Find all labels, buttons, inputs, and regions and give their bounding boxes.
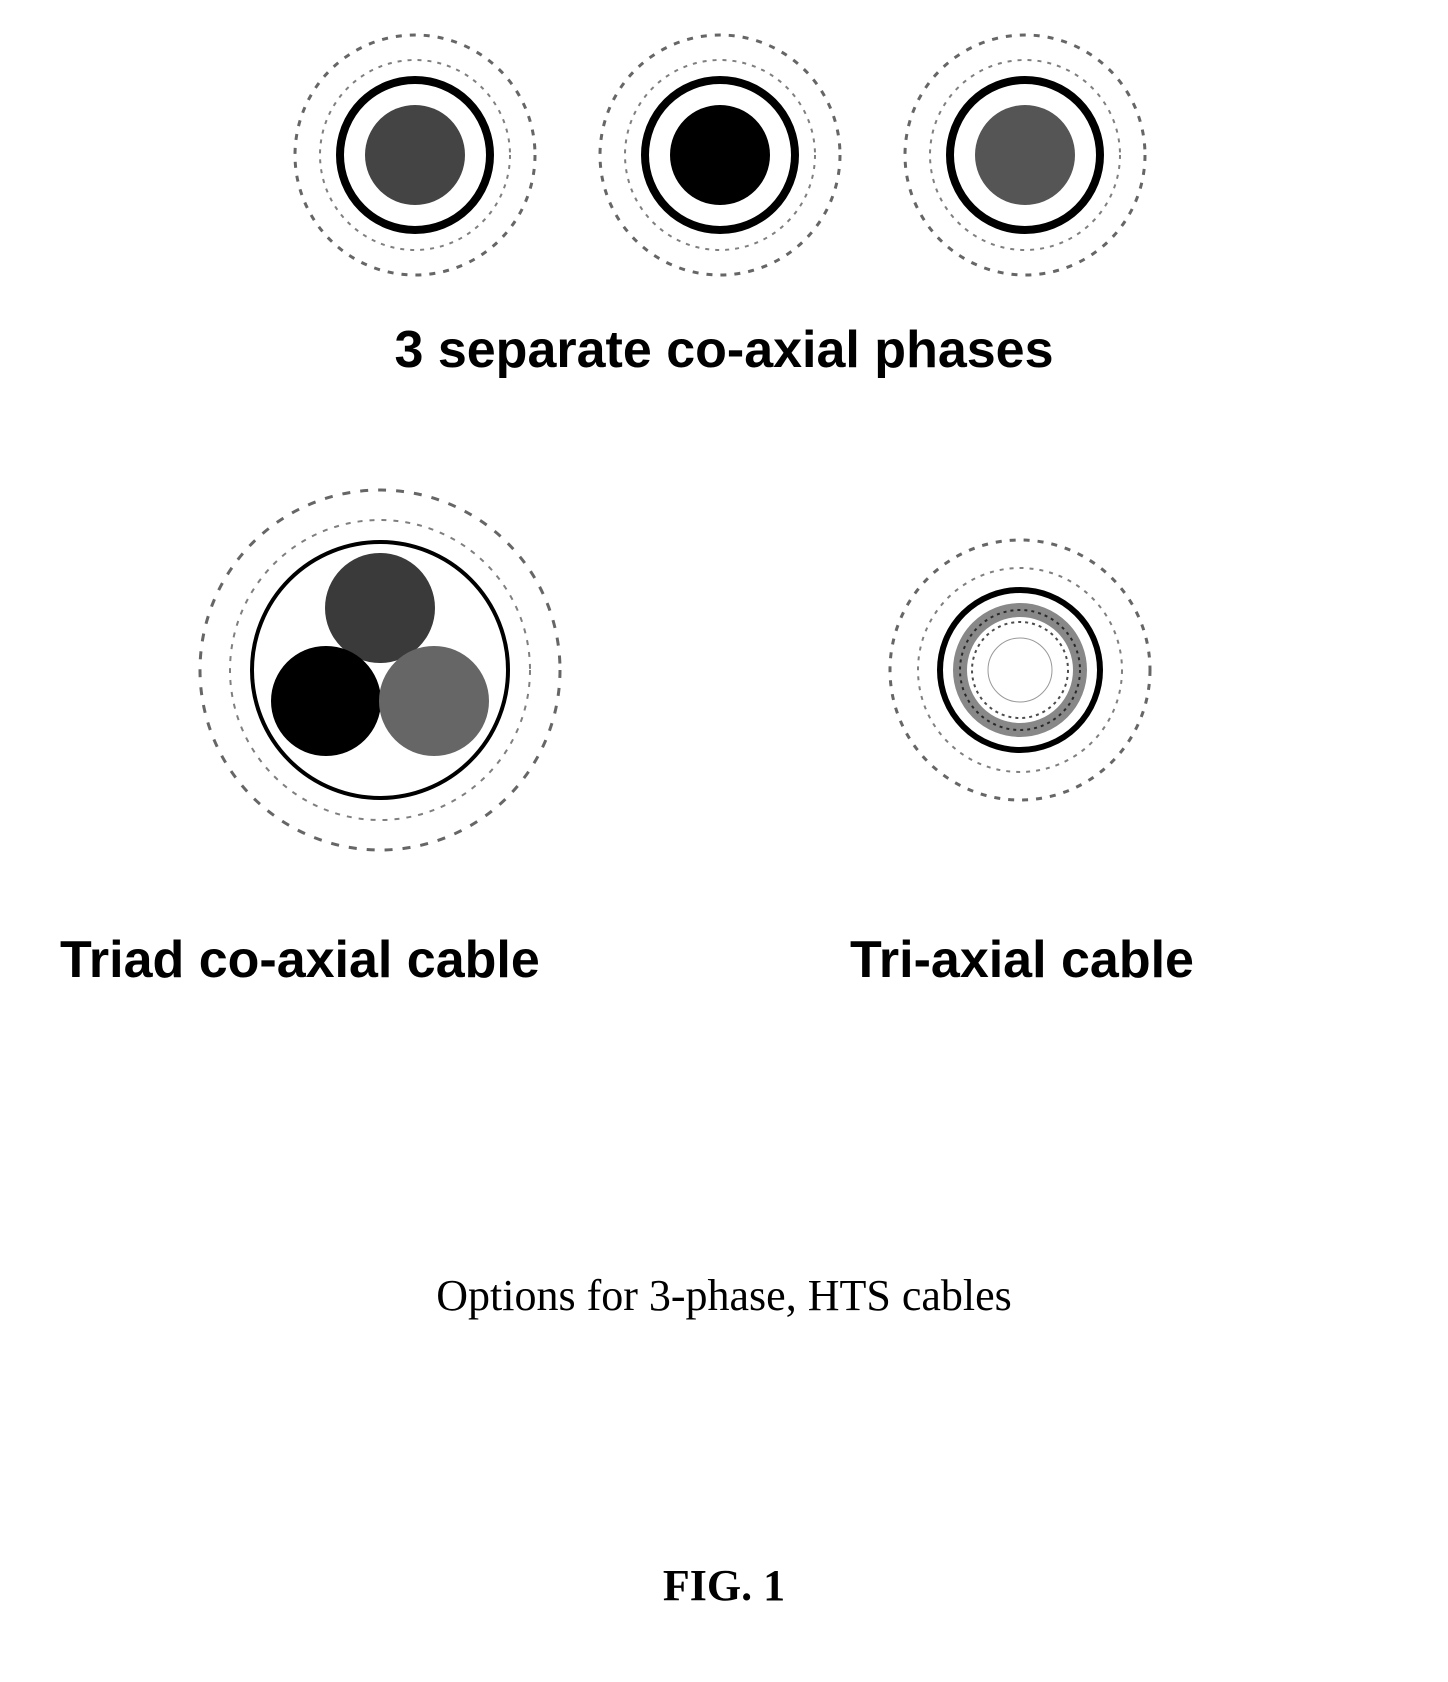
- figure-caption: Options for 3-phase, HTS cables: [0, 1270, 1448, 1321]
- top-row-coax: [290, 30, 1150, 280]
- coax-phase-1: [290, 30, 540, 280]
- triaxial-diagram: [880, 530, 1160, 810]
- triaxial-label: Tri-axial cable: [850, 930, 1194, 990]
- triad-label: Triad co-axial cable: [60, 930, 540, 990]
- mid-row: [0, 480, 1448, 860]
- coax-phase-3: [900, 30, 1150, 280]
- coax-phase-2: [595, 30, 845, 280]
- triad-coaxial-diagram: [190, 480, 570, 860]
- top-label: 3 separate co-axial phases: [0, 320, 1448, 380]
- figure-number: FIG. 1: [0, 1560, 1448, 1611]
